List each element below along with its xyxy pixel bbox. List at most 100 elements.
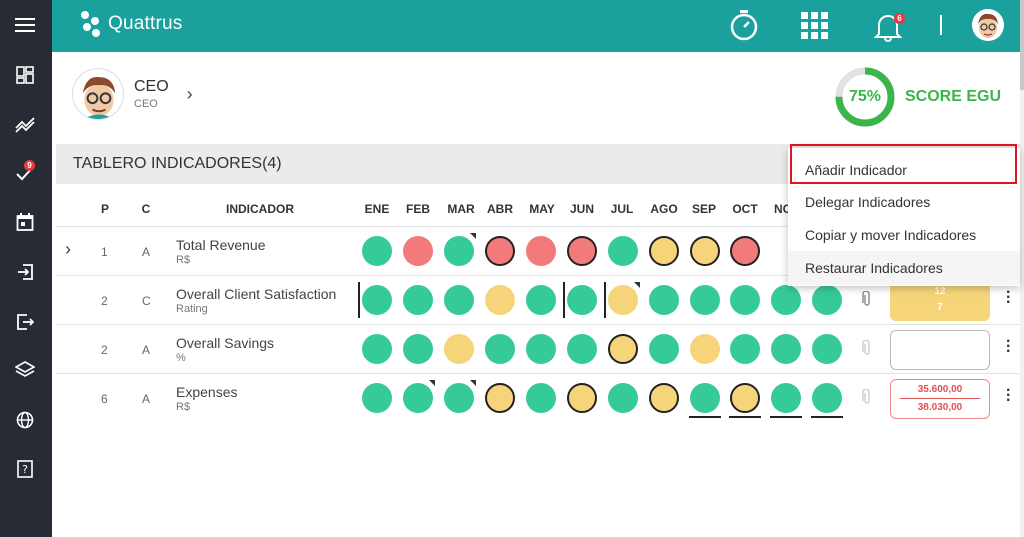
status-dot[interactable] xyxy=(362,285,392,315)
indicator-name[interactable]: Overall Client Satisfaction xyxy=(176,286,337,302)
attachment-icon[interactable] xyxy=(862,388,872,410)
status-dot[interactable] xyxy=(485,236,515,266)
menu-item-copy-move[interactable]: Copiar y mover Indicadores xyxy=(805,227,977,243)
expand-chevron-icon[interactable]: › xyxy=(65,239,71,259)
row-options-kebab-icon[interactable]: · · · xyxy=(1006,284,1012,311)
role-title: CEO xyxy=(134,78,169,95)
indicator-name[interactable]: Overall Savings xyxy=(176,335,275,351)
status-dot[interactable] xyxy=(771,285,801,315)
status-dot[interactable] xyxy=(362,334,392,364)
status-dot[interactable] xyxy=(690,383,720,413)
menu-icon[interactable] xyxy=(14,14,36,36)
status-dot[interactable] xyxy=(485,383,515,413)
status-dot[interactable] xyxy=(485,285,515,315)
status-dot[interactable] xyxy=(608,334,638,364)
status-dot[interactable] xyxy=(403,236,433,266)
page-scrollbar-thumb[interactable] xyxy=(1020,0,1024,90)
col-header-month: JUL xyxy=(610,202,634,216)
status-dot[interactable] xyxy=(730,236,760,266)
status-dot[interactable] xyxy=(730,285,760,315)
bell-icon[interactable]: 6 xyxy=(873,10,905,47)
value-box[interactable]: 12 7 xyxy=(890,281,990,321)
status-dot[interactable] xyxy=(608,285,638,315)
stopwatch-icon[interactable] xyxy=(729,9,759,46)
score-percent: 75% xyxy=(848,88,882,105)
indicator-row[interactable]: › 1 A Total Revenue R$ xyxy=(56,226,1020,275)
status-dot[interactable] xyxy=(567,334,597,364)
attachment-icon[interactable] xyxy=(862,339,872,361)
status-dot[interactable] xyxy=(526,383,556,413)
status-dot[interactable] xyxy=(444,236,474,266)
status-underline xyxy=(689,416,721,418)
row-options-kebab-icon[interactable]: · · · xyxy=(1006,382,1012,409)
status-dot[interactable] xyxy=(649,285,679,315)
col-header-month: JUN xyxy=(569,202,594,216)
status-divider xyxy=(358,282,360,318)
status-dot[interactable] xyxy=(730,334,760,364)
status-dot[interactable] xyxy=(730,383,760,413)
indicator-unit: % xyxy=(176,352,186,364)
attachment-icon[interactable] xyxy=(862,290,872,312)
profile-header[interactable]: CEO CEO › xyxy=(72,68,193,120)
indicator-row[interactable]: 6 A Expenses R$ 35.600,00 38.030,00 · · · xyxy=(56,373,1020,422)
status-dot[interactable] xyxy=(526,236,556,266)
menu-item-delegate[interactable]: Delegar Indicadores xyxy=(805,194,931,210)
apps-grid-icon[interactable] xyxy=(801,12,829,45)
status-dot[interactable] xyxy=(526,334,556,364)
score-label: SCORE EGU xyxy=(905,88,1002,105)
status-dot[interactable] xyxy=(649,383,679,413)
status-dot[interactable] xyxy=(567,285,597,315)
status-dot[interactable] xyxy=(690,285,720,315)
layers-icon[interactable] xyxy=(14,359,36,381)
topbar-divider xyxy=(940,15,942,35)
dashboard-icon[interactable] xyxy=(14,64,36,86)
status-dot[interactable] xyxy=(403,383,433,413)
status-dot[interactable] xyxy=(690,236,720,266)
status-dot[interactable] xyxy=(649,236,679,266)
status-dot[interactable] xyxy=(362,383,392,413)
calendar-icon[interactable] xyxy=(14,211,36,233)
status-dot[interactable] xyxy=(444,285,474,315)
indicator-name[interactable]: Total Revenue xyxy=(176,237,266,253)
menu-item-add-indicator[interactable]: Añadir Indicador xyxy=(805,162,907,178)
tasks-icon[interactable]: 9 xyxy=(14,160,36,184)
row-options-kebab-icon[interactable]: · · · xyxy=(1006,333,1012,360)
highlight-box xyxy=(790,144,1017,184)
help-icon[interactable]: ? xyxy=(14,458,36,480)
menu-item-restore[interactable]: Restaurar Indicadores xyxy=(805,260,943,276)
status-dot[interactable] xyxy=(526,285,556,315)
status-dot[interactable] xyxy=(608,383,638,413)
app-logo[interactable]: Quattrus xyxy=(80,9,182,39)
value-box[interactable] xyxy=(890,330,990,370)
trend-icon[interactable] xyxy=(14,114,36,136)
status-dot[interactable] xyxy=(403,334,433,364)
chevron-right-icon[interactable]: › xyxy=(186,83,193,104)
status-dot[interactable] xyxy=(485,334,515,364)
status-dot[interactable] xyxy=(444,334,474,364)
status-dot[interactable] xyxy=(403,285,433,315)
status-dot[interactable] xyxy=(771,334,801,364)
logout-icon[interactable] xyxy=(14,311,36,333)
status-dot[interactable] xyxy=(444,383,474,413)
status-dot[interactable] xyxy=(608,236,638,266)
user-avatar[interactable] xyxy=(972,9,1004,41)
login-icon[interactable] xyxy=(14,261,36,283)
value-box[interactable]: 35.600,00 38.030,00 xyxy=(890,379,990,419)
quattrus-logo-icon xyxy=(81,11,100,37)
status-dot[interactable] xyxy=(690,334,720,364)
cell-c: C xyxy=(142,294,151,308)
status-dot[interactable] xyxy=(567,383,597,413)
status-dot[interactable] xyxy=(649,334,679,364)
status-dot[interactable] xyxy=(812,334,842,364)
top-bar: Quattrus 6 xyxy=(52,0,1020,52)
indicator-row[interactable]: 2 C Overall Client Satisfaction Rating 12 7 · ·… xyxy=(56,275,1020,324)
status-dot[interactable] xyxy=(362,236,392,266)
globe-icon[interactable] xyxy=(14,409,36,431)
status-dot[interactable] xyxy=(567,236,597,266)
page-scrollbar[interactable] xyxy=(1020,0,1024,537)
indicator-name[interactable]: Expenses xyxy=(176,384,238,400)
status-dot[interactable] xyxy=(812,285,842,315)
status-dot[interactable] xyxy=(812,383,842,413)
indicator-row[interactable]: 2 A Overall Savings% · · · xyxy=(56,324,1020,373)
status-dot[interactable] xyxy=(771,383,801,413)
